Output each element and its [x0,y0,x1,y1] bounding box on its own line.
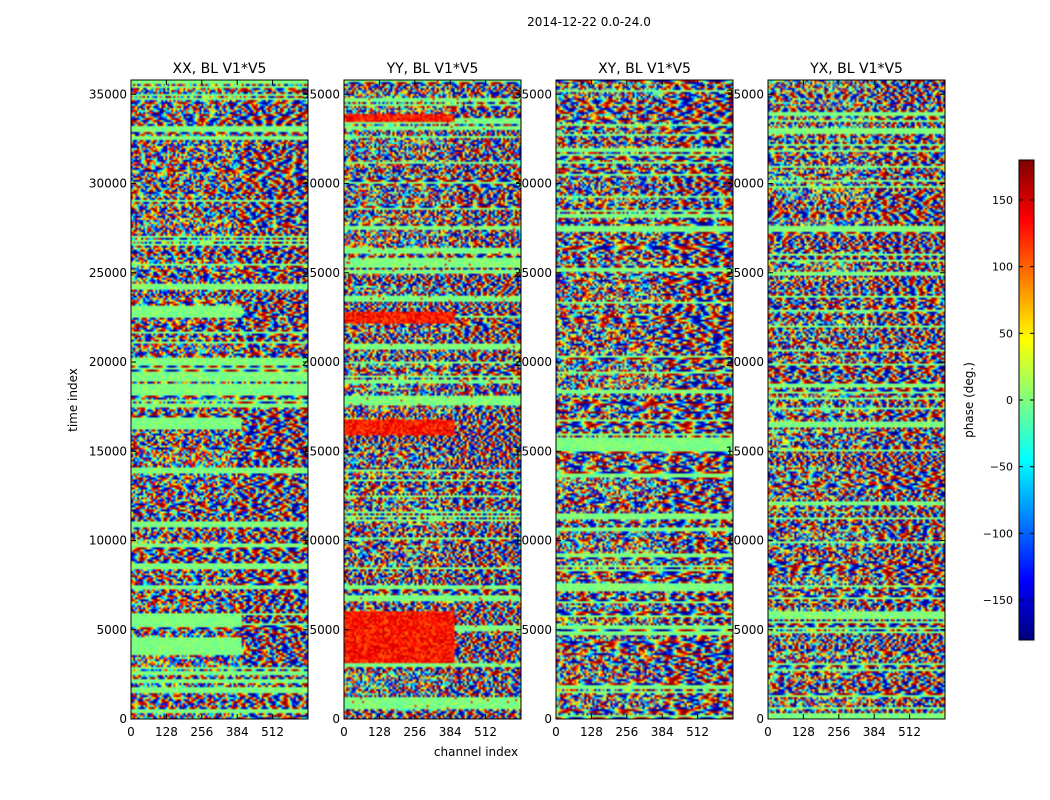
y-tick-label: 15000 [302,444,340,458]
y-tick-label: 10000 [514,534,552,548]
y-tick-label: 30000 [726,177,764,191]
panel-frame [343,79,522,720]
colorbar-tick-label: 150 [992,194,1013,207]
y-tick-label: 35000 [514,87,552,101]
panel-title: XX, BL V1*V5 [173,61,267,77]
x-tick-label: 128 [580,725,603,739]
y-tick-label: 0 [544,712,552,726]
x-tick-label: 384 [651,725,674,739]
y-tick-label: 10000 [89,534,127,548]
x-tick-label: 384 [439,725,462,739]
panel-frame [555,79,734,720]
x-tick-label: 256 [615,725,638,739]
panel-frame [130,79,309,720]
x-tick-label: 384 [226,725,249,739]
x-tick-label: 0 [764,725,772,739]
phase-heatmap-1 [131,80,308,719]
panel-2: YY, BL V1*V5 0 128 256 384 512 0 5000 10000 15000… [302,61,522,739]
phase-heatmap-2 [344,80,521,719]
x-axis-label: channel index [434,745,518,759]
colorbar-tick-label: −50 [990,461,1013,474]
y-tick-label: 10000 [302,534,340,548]
y-tick-label: 35000 [726,87,764,101]
x-tick-label: 384 [863,725,886,739]
x-tick-label: 512 [261,725,284,739]
y-tick-label: 5000 [96,623,127,637]
colorbar-tick-label: −150 [983,594,1013,607]
figure-title: 2014-12-22 0.0-24.0 [527,15,651,29]
y-tick-label: 15000 [89,444,127,458]
y-tick-label: 0 [119,712,127,726]
y-tick-label: 30000 [514,177,552,191]
y-tick-label: 15000 [514,444,552,458]
colorbar-tick-label: 0 [1006,394,1013,407]
colorbar-tick-label: 100 [992,261,1013,274]
y-tick-label: 20000 [302,355,340,369]
y-tick-label: 35000 [302,87,340,101]
x-tick-label: 0 [127,725,135,739]
panel-title: XY, BL V1*V5 [598,61,691,77]
panels: XX, BL V1*V5 0 128 256 384 512 0 5000 10000 15000… [89,61,946,739]
y-tick-label: 25000 [89,266,127,280]
phase-heatmap-3 [556,80,733,719]
y-tick-label: 5000 [733,623,764,637]
y-tick-label: 5000 [521,623,552,637]
y-tick-label: 30000 [89,177,127,191]
colorbar-tick-label: 50 [999,327,1013,340]
y-tick-label: 25000 [726,266,764,280]
x-tick-label: 128 [155,725,178,739]
y-tick-label: 10000 [726,534,764,548]
y-tick-label: 25000 [514,266,552,280]
y-tick-label: 20000 [726,355,764,369]
x-tick-label: 256 [403,725,426,739]
x-tick-label: 256 [190,725,213,739]
panel-1: XX, BL V1*V5 0 128 256 384 512 0 5000 10000 15000… [89,61,309,739]
y-tick-label: 15000 [726,444,764,458]
y-tick-label: 35000 [89,87,127,101]
panel-title: YY, BL V1*V5 [386,61,479,77]
y-tick-label: 0 [332,712,340,726]
panel-frame [767,79,946,720]
phase-heatmap-4 [768,80,945,719]
y-tick-label: 25000 [302,266,340,280]
colorbar-tick-label: −100 [983,527,1013,540]
x-tick-label: 512 [898,725,921,739]
y-tick-label: 30000 [302,177,340,191]
y-tick-label: 0 [756,712,764,726]
x-tick-label: 256 [827,725,850,739]
panel-title: YX, BL V1*V5 [809,61,903,77]
x-tick-label: 0 [340,725,348,739]
x-tick-label: 512 [474,725,497,739]
panel-4: YX, BL V1*V5 0 128 256 384 512 0 5000 10000 15000… [726,61,946,739]
x-tick-label: 0 [552,725,560,739]
x-tick-label: 128 [792,725,815,739]
y-tick-label: 5000 [309,623,340,637]
y-tick-label: 20000 [514,355,552,369]
y-tick-label: 20000 [89,355,127,369]
panel-3: XY, BL V1*V5 0 128 256 384 512 0 5000 10000 15000… [514,61,734,739]
x-tick-label: 512 [686,725,709,739]
colorbar: 150 100 50 0 −50 −100 −150 [983,159,1035,641]
colorbar-label: phase (deg.) [962,362,976,438]
x-tick-label: 128 [368,725,391,739]
y-axis-label: time index [66,368,80,432]
